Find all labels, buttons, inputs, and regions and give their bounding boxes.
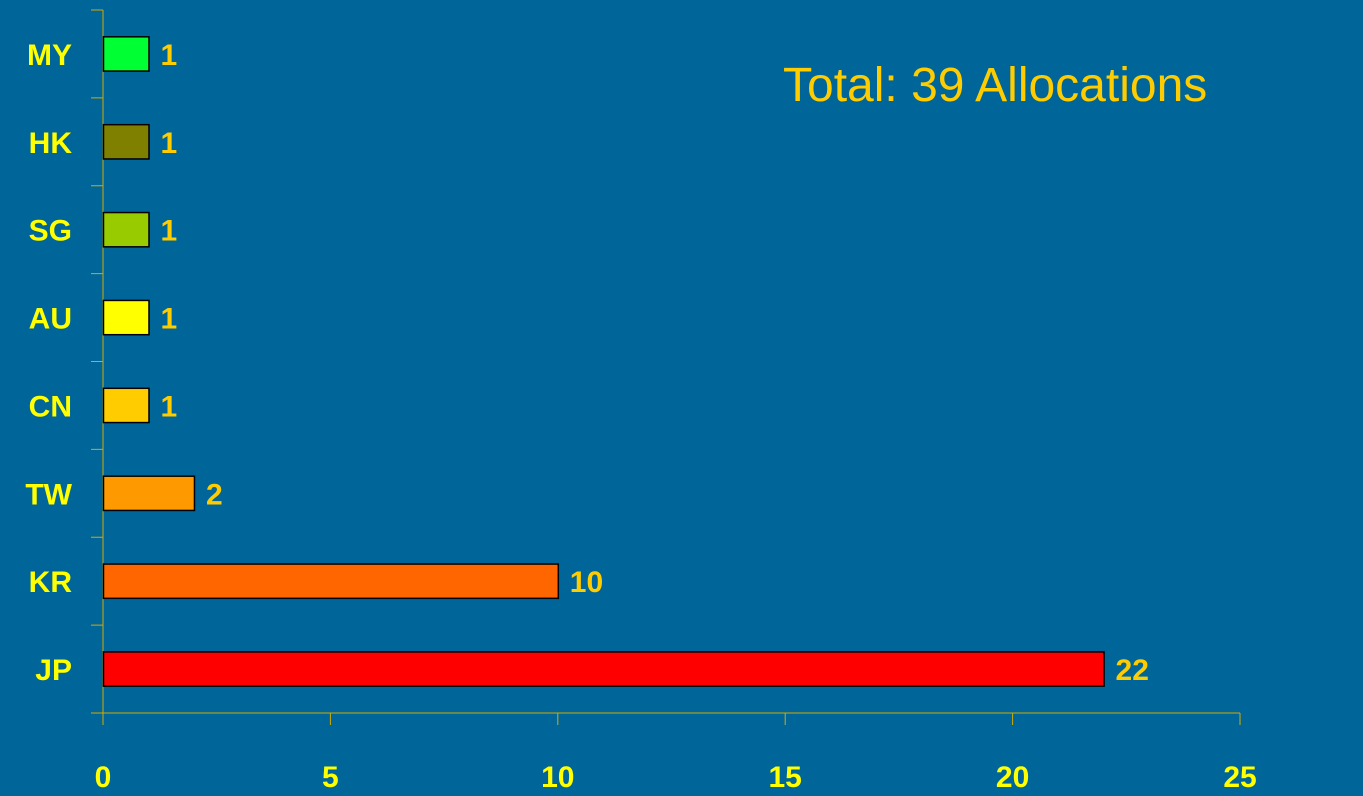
bar-tw	[102, 475, 196, 512]
category-label: HK	[29, 127, 73, 160]
total-annotation: Total: 39 Allocations	[783, 59, 1208, 112]
category-label: TW	[25, 478, 72, 511]
value-label: 1	[160, 390, 177, 423]
category-label: MY	[27, 39, 72, 72]
bar-cn	[102, 387, 150, 424]
x-tick-label: 15	[769, 761, 802, 794]
x-tick-label: 20	[996, 761, 1029, 794]
category-label: JP	[35, 654, 72, 687]
category-label: AU	[29, 303, 72, 336]
value-label: 1	[160, 127, 177, 160]
chart-labels: 0 5 10 15 20 25 MY 1 HK 1 SG 1 AU 1 CN 1 TW 2 KR 10 JP 22	[25, 39, 1256, 794]
bar-au	[102, 299, 150, 336]
value-label: 2	[206, 478, 223, 511]
chart-axes	[91, 9, 1241, 725]
value-label: 10	[570, 566, 603, 599]
x-tick-label: 10	[541, 761, 574, 794]
bar-kr	[102, 563, 560, 600]
chart-bars	[102, 36, 1105, 687]
x-tick-label: 0	[95, 761, 112, 794]
category-label: CN	[29, 390, 72, 423]
bar-sg	[102, 211, 150, 248]
value-label: 1	[160, 215, 177, 248]
value-label: 22	[1116, 654, 1149, 687]
x-tick-label: 5	[322, 761, 339, 794]
category-label: KR	[29, 566, 73, 599]
category-label: SG	[29, 215, 72, 248]
value-label: 1	[160, 303, 177, 336]
value-label: 1	[160, 39, 177, 72]
x-tick-label: 25	[1223, 761, 1256, 794]
bar-my	[102, 36, 150, 72]
bar-jp	[102, 651, 1105, 687]
bar-hk	[102, 123, 150, 160]
